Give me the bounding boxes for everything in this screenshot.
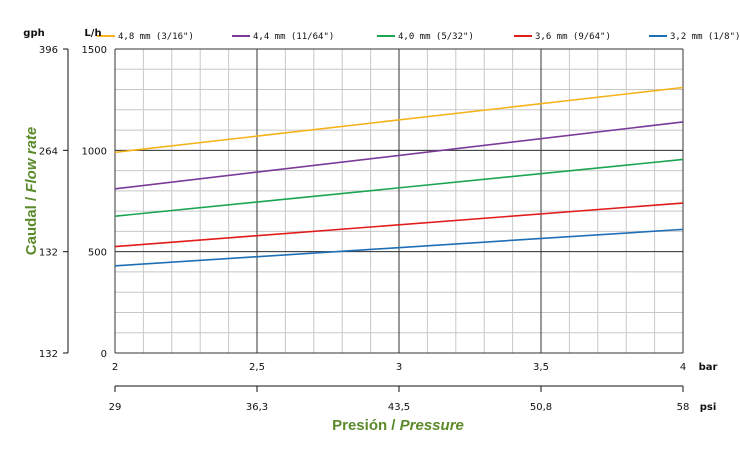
- y-tick-label: 1500: [82, 45, 107, 56]
- x2-unit-label: psi: [700, 402, 717, 413]
- series-line: [114, 228, 684, 267]
- x-unit-label: bar: [699, 362, 718, 373]
- series-line: [114, 202, 684, 248]
- y2-tick-label: 132: [39, 248, 58, 259]
- y-axis-title: Caudal / Flow rate: [23, 127, 40, 255]
- legend: 4,8 mm (3/16") 4,4 mm (11/64") 4,0 mm (5/3…: [97, 32, 740, 42]
- legend-label: 3,6 mm (9/64"): [535, 32, 611, 42]
- y2-tick-label: 396: [39, 45, 58, 56]
- x-tick-label: 2,5: [249, 362, 265, 373]
- x2-tick-label: 58: [677, 402, 690, 413]
- y2-tick-label: 264: [39, 146, 58, 157]
- y2-tick-label: 132: [39, 349, 58, 360]
- x-tick-label: 4: [680, 362, 686, 373]
- series-line: [114, 121, 684, 190]
- y-axis-title-es: Caudal /: [23, 193, 40, 256]
- y-tick-label: 1000: [82, 146, 107, 157]
- x2-tick-label: 36,3: [246, 402, 268, 413]
- y-axis-title-en: Flow rate: [23, 127, 40, 193]
- y-tick-label: 0: [101, 349, 107, 360]
- x2-tick-label: 50,8: [530, 402, 552, 413]
- grid: [114, 48, 684, 354]
- x-axis-title-en: Pressure: [400, 417, 464, 434]
- legend-label: 4,0 mm (5/32"): [398, 32, 474, 42]
- x-tick-label: 3: [396, 362, 402, 373]
- y2-unit-label: gph: [23, 28, 44, 39]
- legend-label: 4,8 mm (3/16"): [118, 32, 194, 42]
- legend-label: 3,2 mm (1/8"): [670, 32, 740, 42]
- x2-tick-label: 29: [109, 402, 122, 413]
- axes: 0 500 1000 1500 132 132 264 396 2 2,5 3 3,5 4 29 36,3 4…: [39, 45, 689, 413]
- x-axis-title-es: Presión /: [332, 417, 400, 434]
- x-tick-label: 2: [112, 362, 118, 373]
- x-tick-label: 3,5: [533, 362, 549, 373]
- x-axis-title: Presión / Pressure: [332, 417, 464, 434]
- series-lines: [114, 86, 684, 267]
- y-unit-label: L/h: [84, 28, 101, 39]
- series-line: [114, 158, 684, 217]
- legend-label: 4,4 mm (11/64"): [253, 32, 334, 42]
- x2-tick-label: 43,5: [388, 402, 410, 413]
- y-tick-label: 500: [88, 248, 107, 259]
- series-line: [114, 86, 684, 154]
